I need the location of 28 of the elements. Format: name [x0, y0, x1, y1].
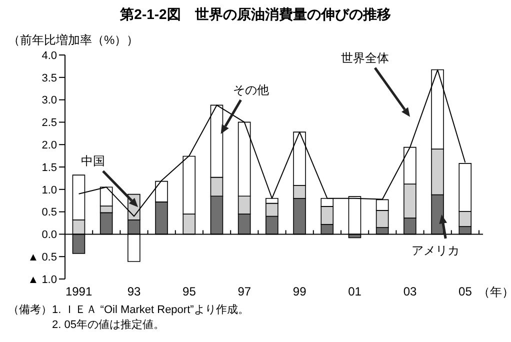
- y-tick-label: 4.0: [42, 50, 57, 62]
- y-tick-label: 0.0: [42, 229, 57, 242]
- x-tick-label: 99: [292, 284, 307, 299]
- y-tick-label: 2.0: [42, 140, 57, 152]
- y-tick-label: 3.0: [42, 94, 57, 107]
- x-tick-label: 03: [403, 284, 417, 299]
- y-tick-label: 1.0: [42, 184, 57, 196]
- x-axis-title: （年）: [478, 284, 511, 301]
- y-tick-label: ▲ 0.5: [28, 252, 57, 264]
- x-tick-label: 93: [127, 284, 141, 299]
- text: 2. 05年の値は推定値。: [51, 318, 166, 333]
- x-tick-label: 1991: [65, 284, 92, 299]
- x-tick-label: 05: [458, 284, 472, 299]
- x-tick-label: 97: [238, 284, 252, 299]
- text: 中国: [81, 154, 105, 168]
- y-axis-title: （前年比増加率（%））: [8, 32, 139, 49]
- y-tick-label: 3.5: [42, 72, 57, 84]
- x-tick-label: 01: [348, 284, 362, 299]
- x-tick-label: 95: [182, 284, 196, 299]
- y-tick-label: 1.5: [42, 162, 57, 174]
- text: （備考）1. ＩＥＡ “Oil Market Report”より作成。: [8, 303, 249, 318]
- series-label: その他: [232, 83, 269, 98]
- series-label: アメリカ: [412, 243, 460, 258]
- y-tick-label: 2.5: [42, 117, 57, 130]
- y-tick-label: ▲ 1.0: [28, 274, 57, 286]
- text: 世界全体: [341, 50, 389, 65]
- y-tick-label: 0.5: [42, 206, 57, 219]
- chart-title: 第2-1-2図 世界の原油消費量の伸びの推移: [119, 6, 392, 24]
